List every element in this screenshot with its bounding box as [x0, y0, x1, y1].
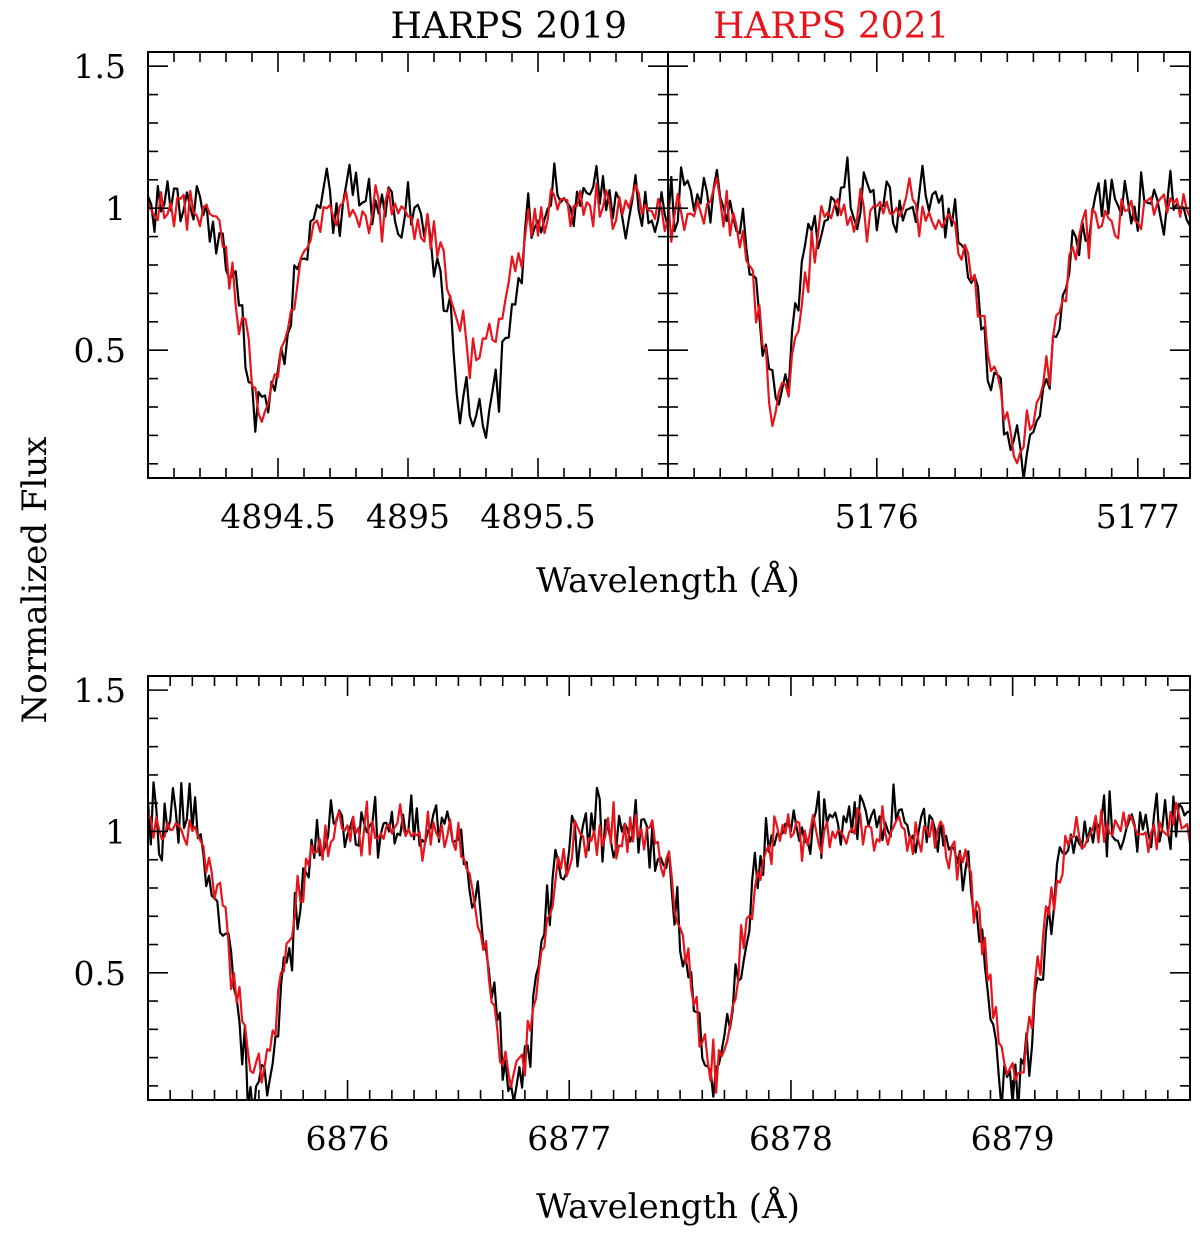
series-harps-2021-bottom	[148, 800, 1190, 1094]
panel-top-right: 5176 5177	[667, 51, 1191, 536]
y-tick-label-top-left: 0.5	[74, 331, 126, 370]
x-tick-label-bottom: 6878	[749, 1119, 833, 1158]
x-tick-label-top-right: 5176	[835, 497, 919, 536]
series-harps-2021-top-left	[148, 182, 668, 423]
series-harps-2019-top-right	[668, 156, 1190, 478]
panel-top-left: 4894.5 4895 4895.5 0.5 1 1.5	[74, 47, 669, 536]
series-harps-2021-top-right	[668, 176, 1190, 465]
x-tick-label-bottom: 6876	[306, 1119, 390, 1158]
legend-harps-2021: HARPS 2021	[713, 6, 949, 47]
x-tick-label-top-left: 4895	[366, 497, 450, 536]
x-tick-label-top-left: 4895.5	[480, 497, 595, 536]
y-tick-label-top-left: 1	[105, 189, 126, 228]
x-axis-label-bottom: Wavelength (Å)	[536, 1186, 800, 1227]
plot-frame-top-right	[667, 51, 1191, 479]
panel-bottom: 6876 6877 6878 6879 0.5 1 1.5	[74, 671, 1191, 1158]
y-tick-label-bottom: 1	[105, 812, 126, 851]
series-harps-2019-bottom	[148, 781, 1190, 1100]
legend-harps-2019: HARPS 2019	[391, 6, 627, 47]
y-tick-label-bottom: 1.5	[74, 671, 126, 710]
y-tick-label-bottom: 0.5	[74, 954, 126, 993]
y-tick-label-top-left: 1.5	[74, 47, 126, 86]
y-axis-label: Normalized Flux	[15, 437, 55, 724]
x-axis-label-top: Wavelength (Å)	[536, 560, 800, 601]
x-tick-label-bottom: 6879	[971, 1119, 1055, 1158]
x-tick-label-bottom: 6877	[527, 1119, 611, 1158]
x-tick-label-top-left: 4894.5	[220, 497, 335, 536]
x-tick-label-top-right: 5177	[1096, 497, 1180, 536]
